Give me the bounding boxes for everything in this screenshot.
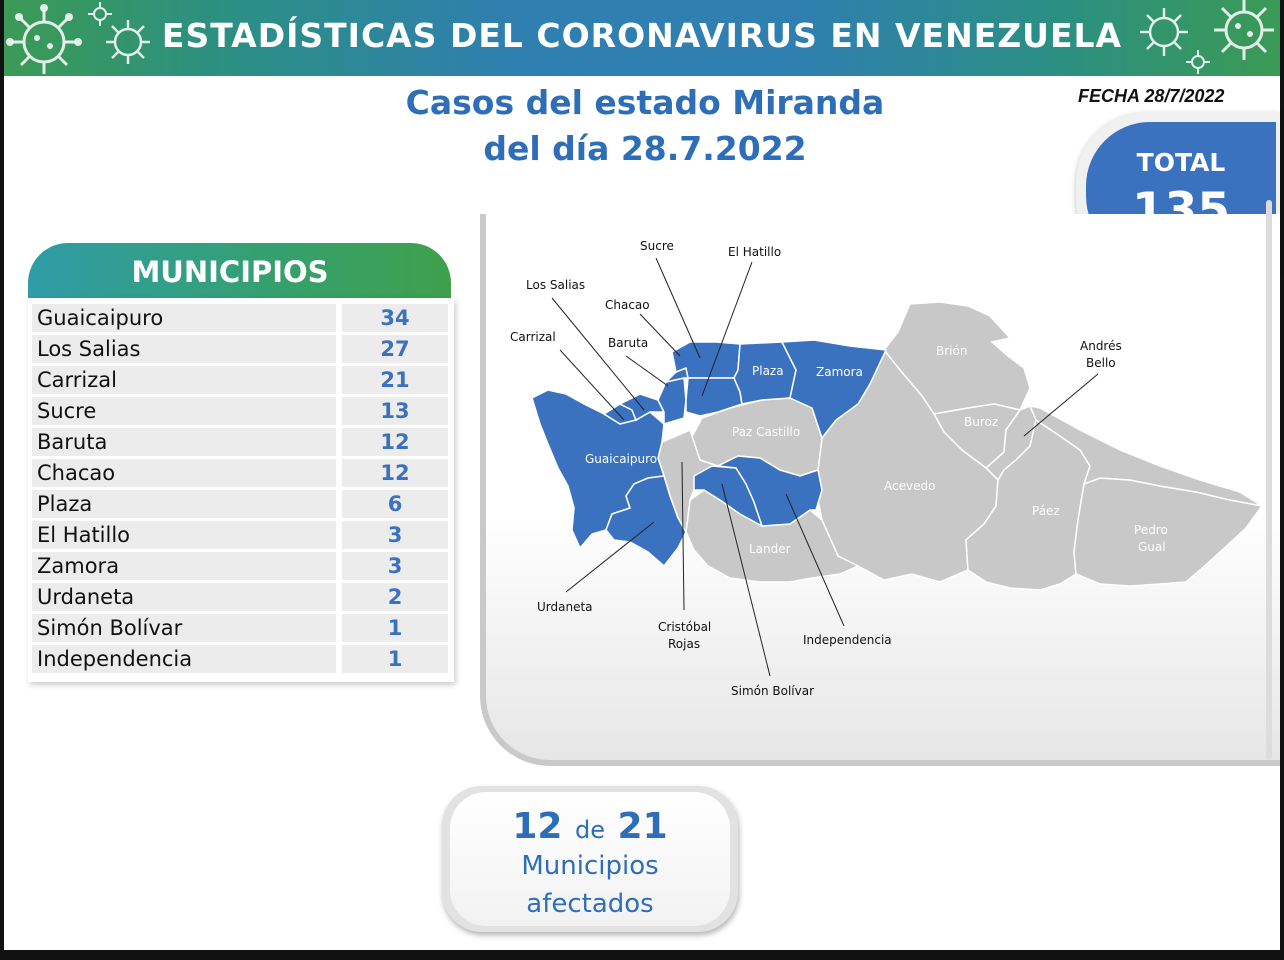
affected-line2: Municipios: [521, 851, 659, 881]
municipios-table: Guaicaipuro 34 Los Salias 27 Carrizal 21 Sucre…: [28, 298, 454, 682]
municipio-name: Urdaneta: [32, 583, 336, 611]
municipio-value: 34: [342, 304, 448, 332]
municipio-value: 12: [342, 428, 448, 456]
map-labels: Sucre El Hatillo Los Salias Chacao Carri…: [510, 239, 1122, 698]
municipio-name: Guaicaipuro: [32, 304, 336, 332]
affected-count-line: 12 de 21: [450, 806, 730, 847]
virus-icon: [6, 4, 82, 74]
affected-summary-inner: 12 de 21 Municipios afectados: [450, 792, 730, 926]
total-label: TOTAL: [1136, 148, 1226, 177]
table-row: Independencia 1: [32, 645, 452, 673]
municipios-heading-text: MUNICIPIOS: [131, 255, 329, 289]
affected-de: de: [575, 816, 605, 844]
region-el-hatillo: [685, 377, 743, 417]
municipio-name: Carrizal: [32, 366, 336, 394]
label-paez: Páez: [1032, 504, 1060, 518]
label-cristobal-rojas-2: Rojas: [668, 637, 700, 651]
municipio-value: 1: [342, 645, 448, 673]
municipio-value: 13: [342, 397, 448, 425]
label-zamora: Zamora: [816, 365, 863, 379]
label-el-hatillo: El Hatillo: [728, 245, 781, 259]
table-row: Sucre 13: [32, 397, 452, 425]
map-inner-labels: Plaza Zamora Guaicaipuro Brión Buroz Paz…: [585, 344, 1168, 556]
municipio-name: Plaza: [32, 490, 336, 518]
municipios-heading: MUNICIPIOS: [28, 243, 451, 298]
date-label: FECHA 28/7/2022: [1078, 86, 1225, 106]
label-baruta: Baruta: [608, 336, 648, 350]
page-title-line2: del día 28.7.2022: [483, 129, 807, 168]
virus-icon: [1140, 8, 1188, 56]
affected-total: 21: [617, 806, 668, 847]
table-row: El Hatillo 3: [32, 521, 452, 549]
table-row: Chacao 12: [32, 459, 452, 487]
scrollbar[interactable]: [1266, 200, 1272, 760]
label-andres-bello-1: Andrés: [1080, 339, 1122, 353]
municipio-value: 3: [342, 552, 448, 580]
municipio-name: El Hatillo: [32, 521, 336, 549]
municipio-name: Baruta: [32, 428, 336, 456]
virus-icon: [1186, 50, 1210, 74]
label-independencia: Independencia: [803, 633, 892, 647]
virus-icon: [1214, 0, 1274, 60]
affected-line3: afectados: [526, 889, 654, 919]
municipio-value: 6: [342, 490, 448, 518]
affected-count: 12: [512, 806, 563, 847]
municipio-value: 2: [342, 583, 448, 611]
label-plaza: Plaza: [752, 364, 784, 378]
table-row: Simón Bolívar 1: [32, 614, 452, 642]
table-row: Los Salias 27: [32, 335, 452, 363]
virus-icon: [88, 2, 112, 26]
label-paz-castillo: Paz Castillo: [732, 425, 800, 439]
region-baruta: [657, 377, 687, 426]
municipio-name: Simón Bolívar: [32, 614, 336, 642]
affected-summary: 12 de 21 Municipios afectados: [442, 786, 738, 932]
label-carrizal: Carrizal: [510, 330, 556, 344]
region-independencia: [715, 455, 823, 527]
label-pedro-gual-1: Pedro: [1134, 523, 1168, 537]
municipio-name: Los Salias: [32, 335, 336, 363]
label-cristobal-rojas-1: Cristóbal: [658, 620, 711, 634]
banner-title: ESTADÍSTICAS DEL CORONAVIRUS EN VENEZUEL…: [161, 16, 1123, 55]
label-buroz: Buroz: [964, 415, 998, 429]
table-row: Urdaneta 2: [32, 583, 452, 611]
region-zamora: [780, 339, 888, 440]
label-lander: Lander: [749, 542, 791, 556]
municipio-value: 3: [342, 521, 448, 549]
map-unaffected-regions: [657, 301, 1264, 591]
label-andres-bello-2: Bello: [1086, 356, 1116, 370]
region-coast-strip: [1028, 404, 1263, 507]
table-row: Carrizal 21: [32, 366, 452, 394]
label-simon-bolivar: Simón Bolívar: [731, 684, 814, 698]
municipio-value: 12: [342, 459, 448, 487]
label-sucre: Sucre: [640, 239, 674, 253]
table-row: Zamora 3: [32, 552, 452, 580]
municipio-name: Sucre: [32, 397, 336, 425]
municipio-name: Zamora: [32, 552, 336, 580]
municipio-value: 1: [342, 614, 448, 642]
label-los-salias: Los Salias: [526, 278, 585, 292]
label-urdaneta: Urdaneta: [537, 600, 593, 614]
label-pedro-gual-2: Gual: [1138, 540, 1166, 554]
municipio-name: Chacao: [32, 459, 336, 487]
municipio-value: 27: [342, 335, 448, 363]
page-title-line1: Casos del estado Miranda: [405, 83, 885, 122]
label-acevedo: Acevedo: [884, 479, 935, 493]
virus-icon: [106, 20, 150, 64]
municipio-value: 21: [342, 366, 448, 394]
table-row: Plaza 6: [32, 490, 452, 518]
region-urdaneta: [605, 475, 687, 568]
municipio-name: Independencia: [32, 645, 336, 673]
label-brion: Brión: [936, 344, 967, 358]
header-banner: ESTADÍSTICAS DEL CORONAVIRUS EN VENEZUEL…: [4, 0, 1280, 76]
page-title: Casos del estado Miranda del día 28.7.20…: [350, 80, 940, 172]
label-chacao: Chacao: [605, 298, 650, 312]
label-guaicaipuro: Guaicaipuro: [585, 452, 657, 466]
map-leader-lines: [551, 257, 1099, 677]
map-affected-regions: [531, 339, 888, 568]
table-row: Guaicaipuro 34: [32, 304, 452, 332]
table-row: Baruta 12: [32, 428, 452, 456]
